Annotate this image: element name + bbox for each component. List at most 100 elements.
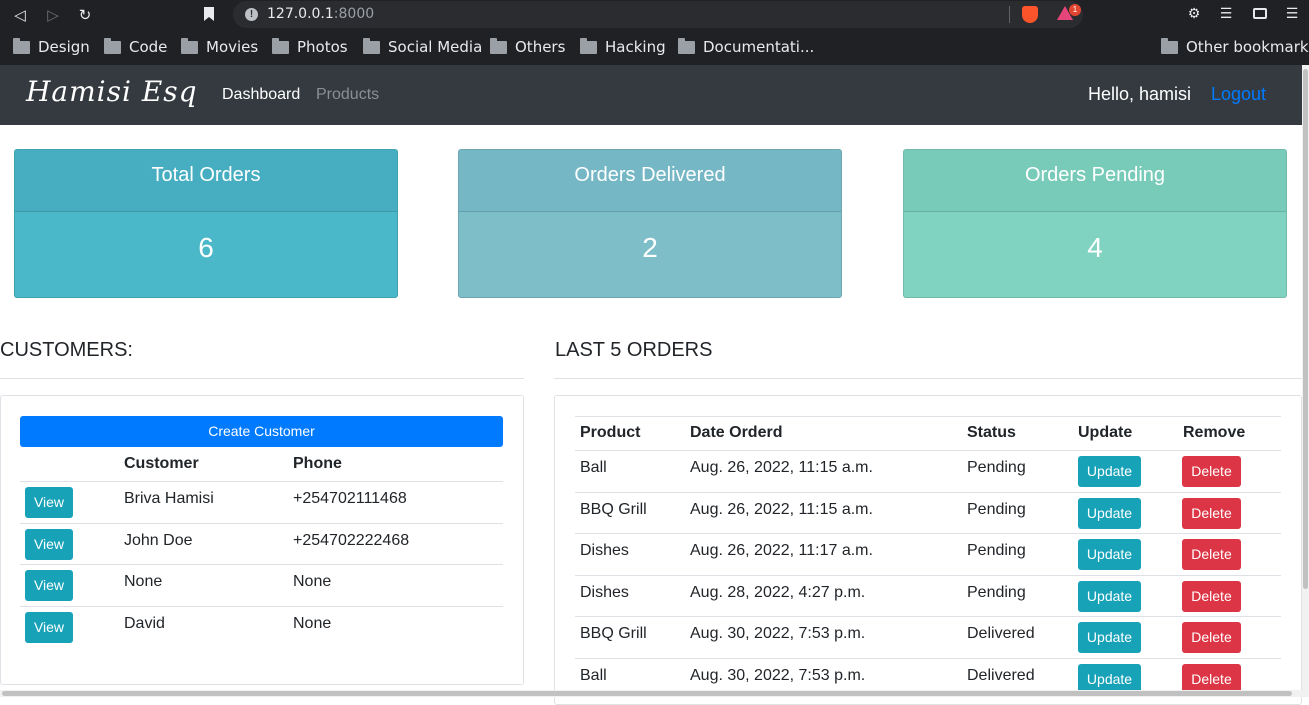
- customer-name: Briva Hamisi: [124, 490, 214, 507]
- divider: [0, 378, 524, 379]
- user-greeting: Hello, hamisi: [1088, 84, 1192, 104]
- other-bookmarks[interactable]: Other bookmarks: [1161, 37, 1309, 56]
- update-order-button[interactable]: Update: [1078, 498, 1141, 529]
- update-order-button[interactable]: Update: [1078, 622, 1141, 653]
- delete-order-button[interactable]: Delete: [1182, 539, 1241, 570]
- table-divider: [20, 606, 503, 607]
- folder-icon: [13, 37, 30, 54]
- update-order-button[interactable]: Update: [1078, 664, 1141, 695]
- bookmarks-bar: Design Code Movies Photos Social Media O…: [0, 30, 1309, 65]
- customer-name: David: [124, 615, 165, 632]
- order-date: Aug. 30, 2022, 7:53 p.m.: [690, 625, 866, 642]
- logout-link[interactable]: Logout: [1211, 84, 1267, 104]
- app-navbar: Hamisi Esq Dashboard Products Hello, ham…: [0, 65, 1302, 125]
- folder-icon: [272, 37, 289, 54]
- customer-phone: None: [293, 573, 332, 590]
- order-date: Aug. 30, 2022, 7:53 p.m.: [690, 667, 866, 684]
- orders-panel: [554, 395, 1302, 705]
- table-divider: [575, 450, 1281, 451]
- update-order-button[interactable]: Update: [1078, 456, 1141, 487]
- forward-icon[interactable]: ▷: [47, 6, 59, 24]
- bookmark-folder[interactable]: Movies: [181, 37, 258, 56]
- column-header-date: Date Orderd: [690, 424, 783, 441]
- back-icon[interactable]: ◁: [14, 6, 26, 24]
- bookmark-folder[interactable]: Documentati...: [678, 37, 814, 56]
- table-divider: [20, 523, 503, 524]
- delete-order-button[interactable]: Delete: [1182, 456, 1241, 487]
- table-divider: [575, 533, 1281, 534]
- customer-phone: None: [293, 615, 332, 632]
- playlist-icon[interactable]: ☰: [1219, 6, 1233, 22]
- menu-icon[interactable]: ☰: [1285, 6, 1299, 22]
- order-status: Pending: [967, 501, 1026, 518]
- table-divider: [575, 492, 1281, 493]
- card-header: Orders Pending: [904, 150, 1286, 212]
- orders-title: LAST 5 ORDERS: [555, 339, 713, 361]
- orders-delivered-card: Orders Delivered 2: [458, 149, 842, 298]
- folder-icon: [363, 37, 380, 54]
- table-divider: [575, 575, 1281, 576]
- site-info-icon[interactable]: !: [245, 8, 258, 21]
- folder-icon: [1161, 37, 1178, 54]
- column-header-status: Status: [967, 424, 1016, 441]
- bookmark-folder[interactable]: Design: [13, 37, 90, 56]
- view-customer-button[interactable]: View: [25, 570, 73, 601]
- brand-logo[interactable]: Hamisi Esq: [26, 75, 198, 108]
- view-customer-button[interactable]: View: [25, 529, 73, 560]
- card-value: 4: [1087, 232, 1103, 263]
- bookmark-folder[interactable]: Hacking: [580, 37, 666, 56]
- extensions-icon[interactable]: ⚙: [1187, 6, 1201, 22]
- customer-phone: +254702222468: [293, 532, 410, 549]
- create-customer-button[interactable]: Create Customer: [20, 416, 503, 447]
- order-date: Aug. 26, 2022, 11:17 a.m.: [690, 542, 873, 559]
- vertical-scrollbar[interactable]: [1302, 65, 1309, 697]
- delete-order-button[interactable]: Delete: [1182, 664, 1241, 695]
- address-bar[interactable]: ! 127.0.0.1:8000 1: [233, 1, 1083, 28]
- table-divider: [575, 416, 1281, 417]
- nav-dashboard[interactable]: Dashboard: [222, 86, 301, 103]
- delete-order-button[interactable]: Delete: [1182, 622, 1241, 653]
- bookmark-folder[interactable]: Code: [104, 37, 167, 56]
- reload-icon[interactable]: ↻: [78, 6, 92, 24]
- divider: [554, 378, 1302, 379]
- customer-name: None: [124, 573, 163, 590]
- table-divider: [20, 481, 503, 482]
- bookmark-folder[interactable]: Social Media: [363, 37, 482, 56]
- nav-products[interactable]: Products: [316, 86, 380, 103]
- view-customer-button[interactable]: View: [25, 612, 73, 643]
- scrollbar-thumb[interactable]: [1303, 69, 1308, 589]
- column-header-remove: Remove: [1183, 424, 1246, 441]
- delete-order-button[interactable]: Delete: [1182, 581, 1241, 612]
- order-date: Aug. 28, 2022, 4:27 p.m.: [690, 584, 866, 601]
- update-order-button[interactable]: Update: [1078, 581, 1141, 612]
- url-text: 127.0.0.1:8000: [267, 6, 375, 22]
- order-status: Pending: [967, 584, 1026, 601]
- view-customer-button[interactable]: View: [25, 487, 73, 518]
- brave-shields-icon[interactable]: [1022, 6, 1038, 23]
- browser-toolbar: ◁ ▷ ↻ ! 127.0.0.1:8000 1 ⚙ ☰ ☰: [0, 0, 1309, 30]
- update-order-button[interactable]: Update: [1078, 539, 1141, 570]
- card-value: 2: [642, 232, 658, 263]
- scrollbar-thumb[interactable]: [2, 691, 1292, 696]
- folder-icon: [181, 37, 198, 54]
- delete-order-button[interactable]: Delete: [1182, 498, 1241, 529]
- wallet-icon[interactable]: [1251, 5, 1269, 23]
- order-product: BBQ Grill: [580, 625, 647, 642]
- column-header-phone: Phone: [293, 455, 342, 472]
- order-status: Delivered: [967, 625, 1035, 642]
- order-product: Dishes: [580, 542, 629, 559]
- table-divider: [20, 564, 503, 565]
- folder-icon: [580, 37, 597, 54]
- customer-phone: +254702111468: [293, 490, 407, 507]
- order-status: Delivered: [967, 667, 1035, 684]
- order-date: Aug. 26, 2022, 11:15 a.m.: [690, 459, 873, 476]
- horizontal-scrollbar[interactable]: [0, 690, 1302, 697]
- card-header: Orders Delivered: [459, 150, 841, 212]
- bookmark-icon[interactable]: [203, 6, 215, 22]
- folder-icon: [104, 37, 121, 54]
- column-header-customer: Customer: [124, 455, 199, 472]
- bookmark-folder[interactable]: Photos: [272, 37, 348, 56]
- order-product: Dishes: [580, 584, 629, 601]
- order-product: BBQ Grill: [580, 501, 647, 518]
- bookmark-folder[interactable]: Others: [490, 37, 565, 56]
